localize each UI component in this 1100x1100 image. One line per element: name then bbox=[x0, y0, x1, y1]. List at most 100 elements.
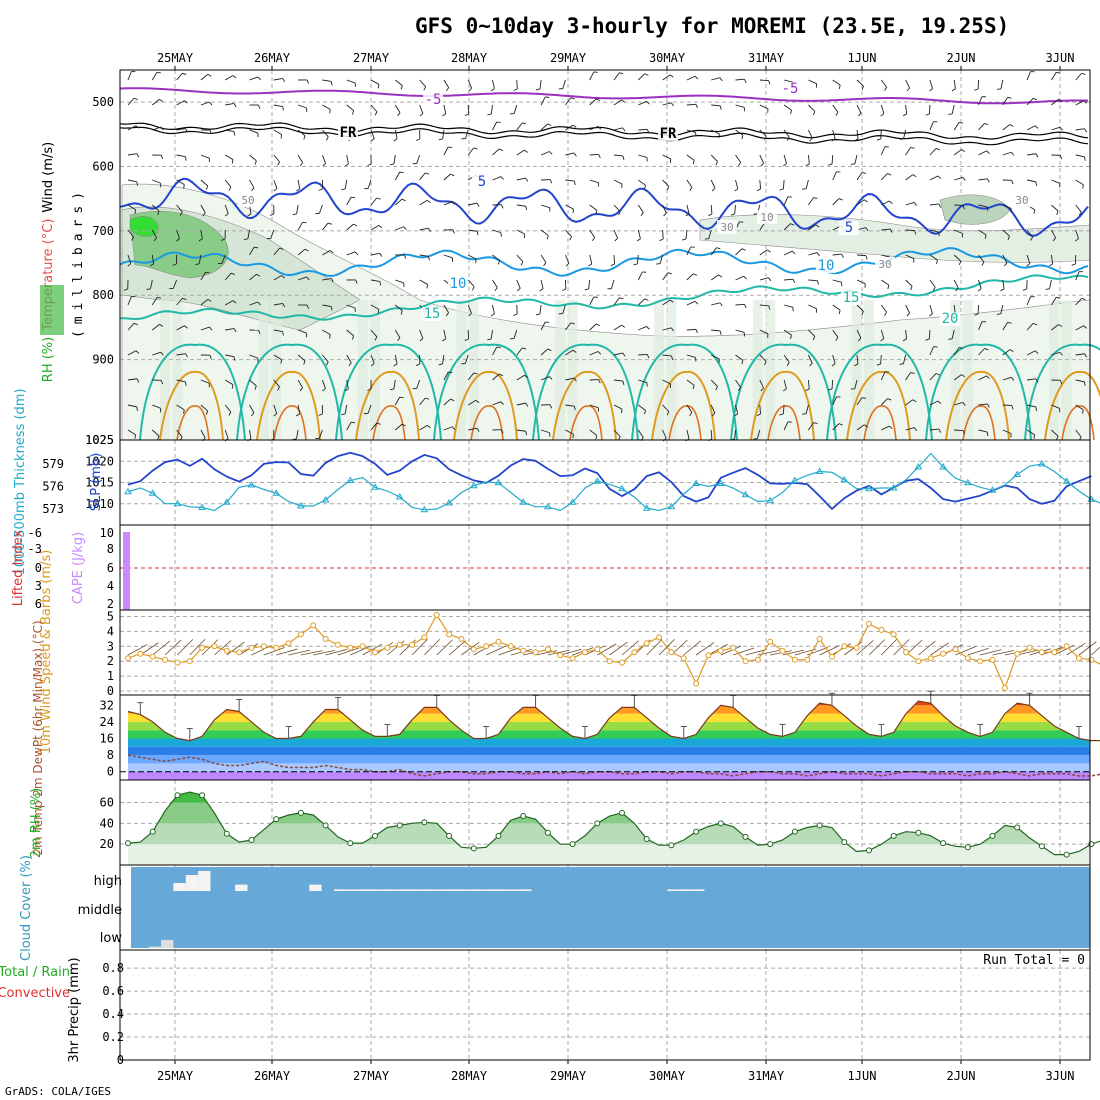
wind-barb bbox=[492, 373, 500, 381]
wind-barb bbox=[1075, 379, 1085, 383]
wind-barb bbox=[1051, 179, 1060, 184]
wind-barb bbox=[492, 148, 500, 156]
wind-barb bbox=[344, 404, 348, 414]
wind-barb bbox=[1051, 229, 1057, 239]
surface-wind-barb bbox=[411, 639, 428, 656]
wind-barb bbox=[540, 429, 550, 434]
wind-barb-flag bbox=[1084, 128, 1087, 133]
wind-barb bbox=[638, 379, 648, 384]
wind-barb bbox=[322, 277, 332, 281]
wind-barb-flag bbox=[280, 134, 283, 139]
wind-barb-flag bbox=[1003, 262, 1008, 267]
contour-25-cell bbox=[453, 370, 518, 441]
wind-barb bbox=[176, 154, 186, 158]
wind-barb bbox=[513, 329, 518, 339]
wind-barb-flag bbox=[880, 113, 885, 117]
contour-label-bg bbox=[839, 221, 859, 235]
wind-barb-flag bbox=[831, 138, 836, 142]
rh-point bbox=[668, 842, 675, 849]
wind-barb bbox=[686, 103, 696, 106]
wind-barb-flag bbox=[694, 301, 699, 305]
wind-barb bbox=[589, 229, 596, 238]
cloud-high-bar bbox=[679, 889, 693, 891]
wind-barb-flag bbox=[185, 128, 188, 133]
wind-barb bbox=[759, 404, 761, 415]
wind-barb bbox=[808, 329, 816, 337]
wind-barb-flag bbox=[549, 376, 553, 380]
wind-barb-flag bbox=[619, 72, 624, 75]
upper-air-ylabel-part-0: RH (%) bbox=[41, 337, 56, 382]
wind-barb-flag bbox=[419, 113, 424, 117]
cloud-high-bar bbox=[667, 889, 680, 891]
wind-barb-flag bbox=[783, 163, 787, 167]
wind-speed-point bbox=[754, 656, 761, 663]
wind-barb-flag bbox=[1035, 181, 1037, 186]
wind-barb bbox=[1026, 229, 1033, 238]
wind-barb-flag bbox=[1011, 377, 1015, 381]
wind-barb-flag bbox=[157, 435, 160, 440]
wind-barb-flag bbox=[207, 298, 212, 302]
rh-column bbox=[567, 300, 578, 440]
wind-barb-flag bbox=[1081, 72, 1086, 76]
wind-barb-flag bbox=[1009, 124, 1014, 127]
wind-speed-point bbox=[544, 646, 551, 653]
wind-speed-point bbox=[631, 649, 638, 656]
upper-air-ylabel-part-2: Wind (m/s) bbox=[41, 142, 56, 213]
wind-barb bbox=[152, 126, 161, 131]
wind-barb bbox=[905, 304, 911, 314]
contour-label-12: 30 bbox=[720, 221, 733, 234]
wind-barb bbox=[662, 204, 667, 214]
wind-barb-flag bbox=[355, 279, 358, 284]
wind-speed-point bbox=[878, 626, 885, 633]
wind-barb bbox=[225, 103, 235, 106]
wind-barb bbox=[225, 328, 235, 331]
wind-barb bbox=[419, 279, 428, 285]
wind-barb bbox=[856, 129, 859, 139]
wind-speed-point bbox=[495, 638, 502, 645]
contour-label-4: 5 bbox=[478, 174, 486, 190]
wind-barb-flag bbox=[427, 199, 431, 204]
contour-30-cell bbox=[176, 405, 210, 441]
wind-barb-flag bbox=[184, 100, 188, 104]
wind-barb-flag bbox=[715, 386, 718, 391]
wind-barb bbox=[880, 371, 886, 381]
wind-barb bbox=[783, 196, 789, 206]
contour-label-bg bbox=[875, 257, 895, 271]
wind-barb-flag bbox=[1007, 321, 1012, 324]
wind-barb-flag bbox=[133, 97, 138, 101]
wind-barb bbox=[1002, 229, 1010, 237]
wind-barb-flag bbox=[501, 204, 504, 209]
wind-barb-flag bbox=[791, 250, 796, 255]
wind-barb-flag bbox=[546, 235, 549, 240]
rh-point bbox=[717, 820, 724, 827]
wind-barb bbox=[636, 254, 639, 264]
wind-barb bbox=[783, 304, 793, 308]
wind-barb-flag bbox=[1035, 153, 1039, 158]
temp-band-6 bbox=[128, 721, 1090, 731]
wind-barb-flag bbox=[292, 213, 297, 216]
wind-barb bbox=[225, 354, 235, 358]
wind-barb bbox=[370, 252, 380, 256]
wind-barb bbox=[807, 154, 810, 164]
surface-wind-barb bbox=[695, 642, 715, 656]
wind-barb bbox=[589, 125, 599, 131]
wind-barb-flag bbox=[389, 388, 394, 391]
wind-barb bbox=[831, 379, 834, 390]
wind-barb bbox=[562, 304, 566, 314]
wind-barb bbox=[856, 199, 865, 206]
wind-barb bbox=[393, 379, 396, 389]
temp-tick-2: 16 bbox=[100, 732, 114, 746]
bottom-date-label-5: 30MAY bbox=[649, 1069, 686, 1083]
wind-barb bbox=[176, 404, 185, 411]
wind-barb-flag bbox=[450, 398, 455, 402]
surface-wind-barb bbox=[683, 640, 701, 656]
wind-barb bbox=[856, 254, 867, 257]
contour-25-cell bbox=[651, 370, 716, 441]
wind-barb-flag bbox=[570, 322, 575, 325]
wind-barb bbox=[1051, 126, 1061, 131]
wind-barb-flag bbox=[1082, 409, 1084, 414]
wind-tick-0: 0 bbox=[107, 684, 114, 698]
wind-barb-flag bbox=[854, 138, 859, 142]
wind-barb bbox=[832, 423, 840, 431]
wind-barb-flag bbox=[397, 112, 401, 117]
